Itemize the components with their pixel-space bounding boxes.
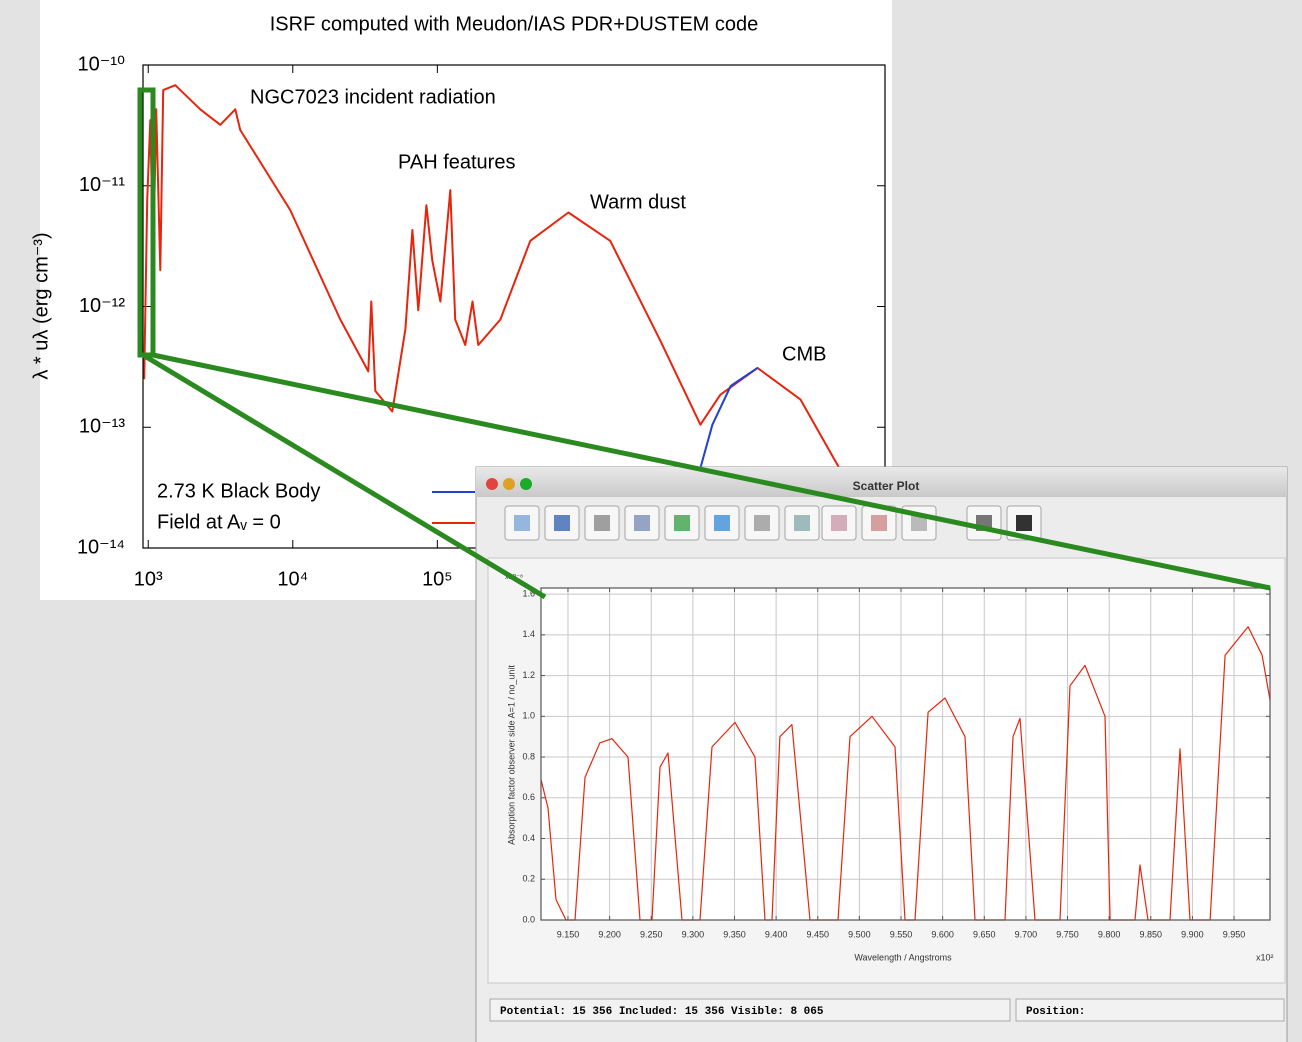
annotation: Warm dust	[590, 191, 686, 213]
toolbar-icon	[754, 515, 770, 531]
y-tick-label: 0.2	[522, 874, 535, 884]
toolbar-icon	[871, 515, 887, 531]
zoom-indicator	[137, 87, 1271, 600]
x-tick-label: 9.900	[1181, 929, 1204, 939]
zoom-line	[141, 352, 547, 600]
toolbar-icon	[1016, 515, 1032, 531]
toolbar-icon	[554, 515, 570, 531]
y-axis-label: λ * uλ (erg cm⁻³)	[30, 232, 52, 379]
x-tick-label: 10⁴	[277, 568, 308, 590]
absorption-chart: Absorption factor observer side A=1 / no…	[505, 574, 1274, 963]
x-tick-label: 9.850	[1140, 929, 1163, 939]
x-tick-label: 9.200	[598, 929, 621, 939]
annotation: NGC7023 incident radiation	[250, 86, 496, 108]
y-tick-label: 10⁻¹⁰	[78, 53, 125, 75]
x-tick-label: 9.350	[723, 929, 746, 939]
window-title: Scatter Plot	[853, 479, 920, 493]
data-line	[540, 626, 1271, 921]
x-tick-label: 9.950	[1223, 929, 1246, 939]
x-tick-label: 9.300	[682, 929, 705, 939]
legend-label: Field at Aᵥ = 0	[157, 511, 281, 533]
annotation: PAH features	[398, 151, 515, 173]
position-text: Position:	[1026, 1006, 1085, 1018]
toolbar-icon	[794, 515, 810, 531]
annotation: CMB	[782, 343, 826, 365]
data-line	[143, 84, 842, 471]
isrf-chart: ISRF computed with Meudon/IAS PDR+DUSTEM…	[30, 0, 892, 600]
y-tick-label: 1.4	[522, 629, 535, 639]
title-bar	[476, 467, 1287, 497]
status-box	[489, 998, 1011, 1022]
chart-title: ISRF computed with Meudon/IAS PDR+DUSTEM…	[270, 13, 759, 35]
x-tick-label: 9.150	[557, 929, 580, 939]
toolbar-icon	[634, 515, 650, 531]
plot-frame	[540, 587, 1271, 921]
x-tick-label: 9.750	[1056, 929, 1079, 939]
y-tick-label: 0.6	[522, 792, 535, 802]
y-tick-label: 0.8	[522, 751, 535, 761]
x-axis-label: Wavelength / Angstroms	[854, 952, 952, 962]
y-tick-label: 10⁻¹³	[79, 416, 125, 438]
y-tick-label: 10⁻¹⁴	[77, 536, 125, 558]
y-tick-label: 1.0	[522, 711, 535, 721]
toolbar-icon	[594, 515, 610, 531]
legend-label: 2.73 K Black Body	[157, 480, 320, 502]
close-button[interactable]	[486, 478, 498, 490]
y-tick-label: 0.4	[522, 833, 535, 843]
x-tick-label: 9.450	[806, 929, 829, 939]
toolbar	[504, 505, 1042, 541]
zoom-button[interactable]	[520, 478, 532, 490]
minimize-button[interactable]	[503, 478, 515, 490]
y-tick-label: 10⁻¹¹	[79, 174, 125, 196]
y-tick-label: 1.6	[522, 588, 535, 598]
x-tick-label: 10³	[134, 568, 163, 590]
toolbar-icon	[674, 515, 690, 531]
toolbar-icon	[714, 515, 730, 531]
y-tick-label: 0.0	[522, 914, 535, 924]
x-tick-label: 9.550	[890, 929, 913, 939]
y-axis-label: Absorption factor observer side A=1 / no…	[506, 665, 516, 845]
x-multiplier: x10²	[1256, 952, 1274, 962]
y-tick-label: 10⁻¹²	[79, 295, 125, 317]
status-text: Potential: 15 356 Included: 15 356 Visib…	[500, 1006, 824, 1018]
x-tick-label: 9.800	[1098, 929, 1121, 939]
x-tick-label: 9.700	[1015, 929, 1038, 939]
toolbar-icon	[831, 515, 847, 531]
x-tick-label: 9.250	[640, 929, 663, 939]
x-tick-label: 9.600	[931, 929, 954, 939]
x-tick-label: 9.400	[765, 929, 788, 939]
plot-area	[541, 588, 1270, 920]
zoom-line	[152, 352, 1271, 591]
x-tick-label: 9.650	[973, 929, 996, 939]
position-box	[1015, 998, 1285, 1022]
y-tick-label: 1.2	[522, 670, 535, 680]
x-tick-label: 9.500	[848, 929, 871, 939]
toolbar-icon	[514, 515, 530, 531]
toolbar-icon	[911, 515, 927, 531]
x-tick-label: 10⁵	[422, 568, 453, 590]
data-line	[699, 367, 759, 469]
